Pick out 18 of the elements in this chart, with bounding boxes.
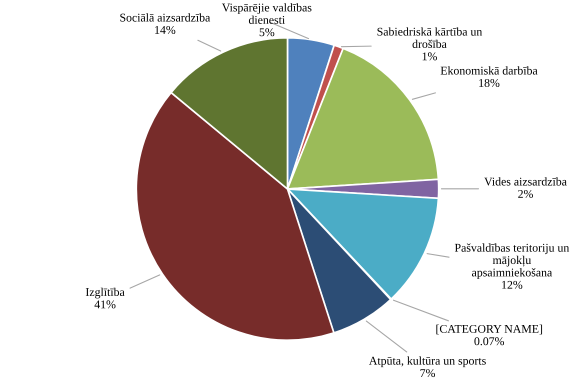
data-label: 7% — [420, 369, 436, 378]
slice-label: Ekonomiskā darbība — [440, 66, 538, 75]
data-label: 41% — [94, 300, 116, 308]
slice-label: Vispārējie valdības dienesti — [222, 3, 312, 24]
data-label: 14% — [155, 26, 176, 34]
slice-label: Sabiedriskā kārtība un drošība — [377, 27, 482, 48]
slice-label: Vides aizsardzība — [484, 177, 567, 186]
slice-label: Sociālā aizsardzība — [120, 13, 210, 22]
data-label: 5% — [260, 28, 274, 36]
slice-label: Pašvaldības teritoriju un mājokļu apsaimniekošana — [454, 243, 570, 279]
data-label: 18% — [479, 78, 500, 87]
slice-label: [CATEGORY NAME] — [436, 324, 542, 334]
data-label: 2% — [518, 190, 533, 198]
data-label: 12% — [502, 280, 522, 289]
data-label: 1% — [422, 52, 437, 60]
data-label: 0.07% — [474, 337, 504, 346]
slice-label: Izglītība — [86, 288, 125, 298]
slice-label: Atpūta, kultūra un sports — [368, 356, 486, 368]
